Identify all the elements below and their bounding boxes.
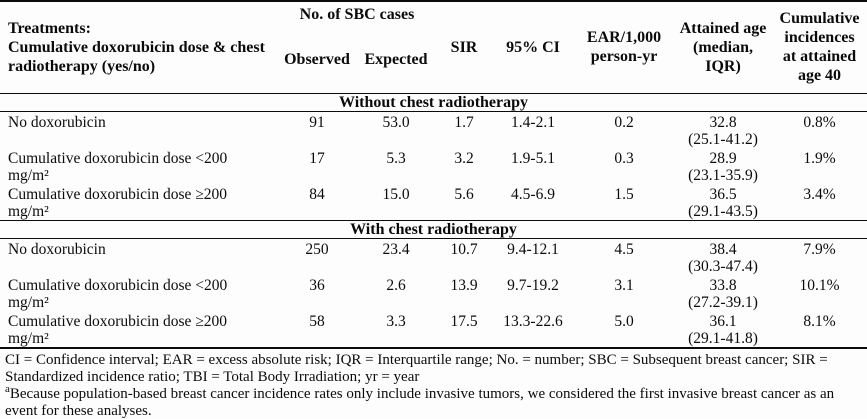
section-title: With chest radiotherapy <box>0 219 867 239</box>
cell-95ci: 9.7-19.2 <box>507 276 559 294</box>
footnote-a: aBecause population-based breast cancer … <box>5 382 862 419</box>
footnote-a-marker: a <box>5 382 10 395</box>
treatment-label: Cumulative doxorubicin dose <200 <box>8 149 228 167</box>
age-iqr: (23.1-35.9) <box>688 166 758 184</box>
table-row: Cumulative doxorubicin dose ≥200 mg/m² 8… <box>0 184 867 221</box>
cell-treatment: Cumulative doxorubicin dose ≥200 mg/m² <box>0 311 278 348</box>
treatment-label: Cumulative doxorubicin dose ≥200 <box>8 312 228 330</box>
cell-treatment: Cumulative doxorubicin dose <200 mg/m² <box>0 148 278 184</box>
cell-sir: 5.6 <box>454 185 474 203</box>
col-header-expected: Expected <box>364 51 428 69</box>
cell-attained-age: 36.5 (29.1-43.5) <box>674 184 772 221</box>
age-iqr: (29.1-43.5) <box>688 202 758 220</box>
table-row: Cumulative doxorubicin dose <200 mg/m² 1… <box>0 148 867 184</box>
table-row: Cumulative doxorubicin dose ≥200 mg/m² 5… <box>0 311 867 348</box>
cell-sir: 1.7 <box>454 113 474 131</box>
cell-cumulative-incidence: 3.4% <box>803 185 836 203</box>
treatment-label: Cumulative doxorubicin dose ≥200 <box>8 185 228 203</box>
col-header-observed: Observed <box>284 51 350 69</box>
cell-ear: 4.5 <box>614 240 634 258</box>
cell-ear: 0.2 <box>614 113 634 131</box>
cell-95ci: 1.4-2.1 <box>511 113 555 131</box>
cell-attained-age: 38.4 (30.3-47.4) <box>674 238 772 275</box>
table-row: No doxorubicin 250 23.4 10.7 9.4-12.1 4.… <box>0 238 867 275</box>
col-header-ear: EAR/1,000 person-yr <box>586 29 662 66</box>
cell-cumulative-incidence: 8.1% <box>803 312 836 330</box>
treatment-label: No doxorubicin <box>8 113 106 131</box>
cell-observed: 91 <box>309 113 325 131</box>
cell-sir: 17.5 <box>450 312 478 330</box>
cell-observed: 36 <box>309 276 325 294</box>
age-median: 32.8 <box>709 113 737 131</box>
age-iqr: (27.2-39.1) <box>688 293 758 311</box>
cell-expected: 5.3 <box>386 149 406 167</box>
age-median: 36.5 <box>709 185 737 203</box>
cell-expected: 3.3 <box>386 312 406 330</box>
cell-cumulative-incidence: 0.8% <box>803 113 836 131</box>
age-median: 28.9 <box>709 149 737 167</box>
cell-treatment: No doxorubicin <box>0 111 278 148</box>
cell-ear: 1.5 <box>614 185 634 203</box>
cell-95ci: 9.4-12.1 <box>507 240 559 258</box>
cell-sir: 13.9 <box>450 276 478 294</box>
table-body: Without chest radiotherapy No doxorubici… <box>0 92 867 348</box>
cell-attained-age: 32.8 (25.1-41.2) <box>674 111 772 148</box>
cell-expected: 2.6 <box>386 276 406 294</box>
cell-cumulative-incidence: 1.9% <box>803 149 836 167</box>
cell-ear: 0.3 <box>614 149 634 167</box>
age-iqr: (29.1-41.8) <box>688 329 758 347</box>
cell-sir: 3.2 <box>454 149 474 167</box>
cell-95ci: 13.3-22.6 <box>503 312 563 330</box>
section-header-with-rt: With chest radiotherapy <box>0 219 867 239</box>
treatment-label-unit: mg/m² <box>8 202 49 220</box>
treatment-label: Cumulative doxorubicin dose <200 <box>8 276 228 294</box>
cell-treatment: No doxorubicin <box>0 238 278 275</box>
treatment-label: No doxorubicin <box>8 240 106 258</box>
cell-attained-age: 33.8 (27.2-39.1) <box>674 275 772 311</box>
col-header-cumulative-incidence: Cumulative incidences at attained age 40 <box>779 10 860 85</box>
treatment-label-unit: mg/m² <box>8 329 49 347</box>
abbreviations-note: CI = Confidence interval; EAR = excess a… <box>5 351 828 385</box>
col-group-header-sbc-cases: No. of SBC cases <box>299 6 415 23</box>
age-median: 36.1 <box>709 312 737 330</box>
footnote-a-text: Because population-based breast cancer i… <box>5 385 835 419</box>
cell-ear: 3.1 <box>614 276 634 294</box>
section-title: Without chest radiotherapy <box>0 92 867 112</box>
cell-observed: 84 <box>309 185 325 203</box>
cell-cumulative-incidence: 7.9% <box>803 240 836 258</box>
cell-treatment: Cumulative doxorubicin dose ≥200 mg/m² <box>0 184 278 221</box>
cell-expected: 53.0 <box>382 113 410 131</box>
cell-observed: 250 <box>305 240 329 258</box>
treatment-label-unit: mg/m² <box>8 166 49 184</box>
cell-95ci: 1.9-5.1 <box>511 149 555 167</box>
cell-sir: 10.7 <box>450 240 478 258</box>
cell-observed: 17 <box>309 149 325 167</box>
age-iqr: (30.3-47.4) <box>688 257 758 275</box>
age-median: 33.8 <box>709 276 737 294</box>
cell-attained-age: 28.9 (23.1-35.9) <box>674 148 772 184</box>
cell-ear: 5.0 <box>614 312 634 330</box>
cell-observed: 58 <box>309 312 325 330</box>
table-header: Treatments: Cumulative doxorubicin dose … <box>0 1 867 93</box>
cell-95ci: 4.5-6.9 <box>511 185 555 203</box>
cell-treatment: Cumulative doxorubicin dose <200 mg/m² <box>0 275 278 311</box>
age-iqr: (25.1-41.2) <box>688 130 758 148</box>
col-header-attained-age: Attained age (median, IQR) <box>679 19 767 75</box>
cell-cumulative-incidence: 10.1% <box>799 276 840 294</box>
table-row: No doxorubicin 91 53.0 1.7 1.4-2.1 0.2 3… <box>0 111 867 148</box>
col-header-95ci: 95% CI <box>506 38 560 56</box>
age-median: 38.4 <box>709 240 737 258</box>
sbc-risk-table: Treatments: Cumulative doxorubicin dose … <box>0 0 867 349</box>
treatment-label-unit: mg/m² <box>8 293 49 311</box>
table-footnotes: CI = Confidence interval; EAR = excess a… <box>0 349 867 419</box>
cell-expected: 23.4 <box>382 240 410 258</box>
col-header-treatments: Treatments: Cumulative doxorubicin dose … <box>8 19 265 75</box>
cell-attained-age: 36.1 (29.1-41.8) <box>674 311 772 348</box>
table-row: Cumulative doxorubicin dose <200 mg/m² 3… <box>0 275 867 311</box>
col-header-sir: SIR <box>450 38 478 56</box>
section-header-without-rt: Without chest radiotherapy <box>0 92 867 112</box>
cell-expected: 15.0 <box>382 185 410 203</box>
